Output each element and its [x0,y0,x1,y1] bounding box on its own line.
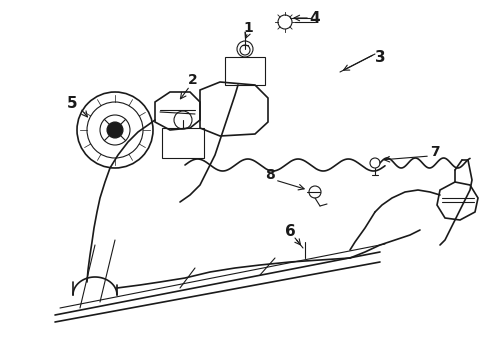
Text: 1: 1 [243,21,253,35]
Text: 8: 8 [265,168,275,182]
Text: 4: 4 [310,10,320,26]
Text: 5: 5 [67,95,77,111]
Circle shape [107,122,123,138]
Text: 3: 3 [375,50,385,64]
Text: 6: 6 [285,225,295,239]
Text: 2: 2 [188,73,198,87]
Bar [225,57,265,85]
Bar [162,128,204,158]
Text: 7: 7 [430,145,440,159]
